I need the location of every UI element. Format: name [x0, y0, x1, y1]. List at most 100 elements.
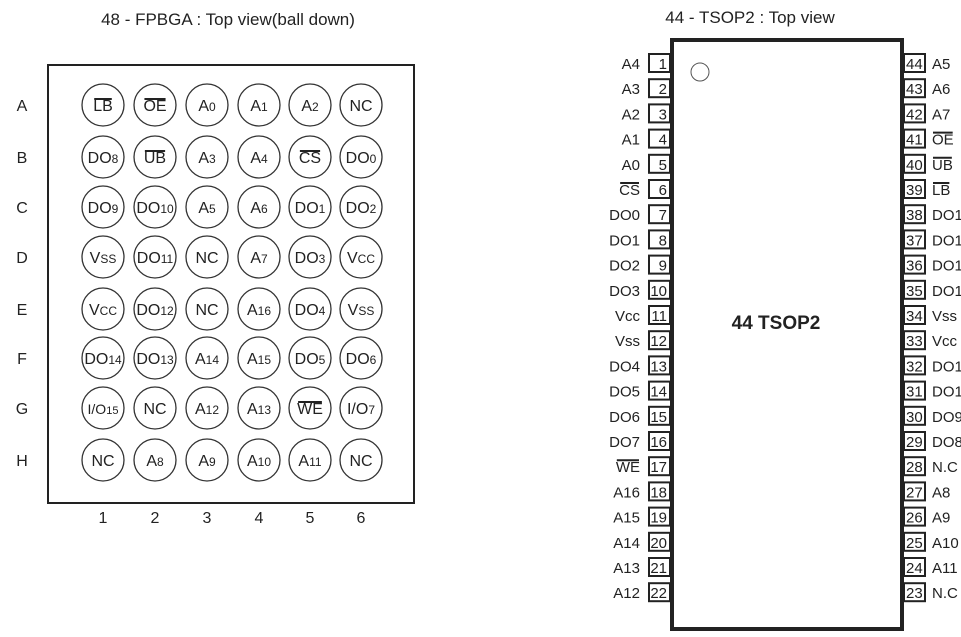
ball-label-main: NC — [195, 302, 218, 319]
ball-D6: VCC — [339, 235, 383, 279]
pin-number: 40 — [906, 157, 923, 174]
pin-34: 34 Vss — [903, 305, 957, 325]
ball-C2: DO10 — [133, 185, 177, 229]
ball-label-subscript: CC — [358, 252, 376, 266]
ball-label-subscript: 16 — [258, 304, 272, 318]
ball-A5: A2 — [288, 83, 332, 127]
pin-box — [648, 582, 671, 603]
ball-label-subscript: 12 — [160, 304, 174, 318]
ball-label-main: A — [195, 351, 206, 368]
pin-number: 2 — [659, 81, 667, 98]
ball-label-main: A — [298, 453, 309, 470]
pin-number: 11 — [651, 308, 667, 325]
ball-circle — [185, 185, 229, 229]
ball-label-main: A — [146, 453, 157, 470]
pin-number: 33 — [906, 333, 923, 350]
pin-23: 23 N.C — [903, 582, 958, 603]
ball-label-subscript: 4 — [319, 304, 326, 318]
pin-number: 21 — [650, 560, 667, 577]
pin-label: A6 — [932, 81, 950, 98]
row-label: G — [16, 401, 28, 418]
ball-label-main: DO — [346, 351, 370, 368]
ball-F4: A15 — [237, 336, 281, 380]
pin-label: DO7 — [609, 434, 640, 451]
ball-C4: A6 — [237, 185, 281, 229]
pin-box — [648, 153, 671, 174]
ball-label-main: V — [90, 250, 101, 267]
pin-40: 40 UB — [903, 153, 953, 174]
ball-B5: CS — [288, 135, 332, 179]
ball-D1: VSS — [81, 235, 125, 279]
pin-label: Vss — [932, 308, 957, 325]
tsop2-package-body — [670, 38, 904, 631]
pin-32: 32 DO11 — [903, 355, 961, 376]
column-label: 4 — [255, 510, 264, 527]
ball-label-main: NC — [195, 250, 218, 267]
pin-27: 27 A8 — [903, 481, 950, 502]
pin-5: 5 A0 — [622, 153, 671, 174]
pin-box — [648, 431, 671, 451]
ball-label-main: I/O — [347, 401, 368, 418]
ball-label-subscript: 2 — [370, 202, 377, 216]
ball-circle — [185, 235, 229, 279]
pin-label: DO9 — [932, 409, 961, 426]
pin-number: 38 — [906, 207, 923, 224]
pin-number: 24 — [906, 560, 923, 577]
ball-label: A13 — [247, 401, 271, 418]
ball-label-main: DO — [295, 200, 319, 217]
ball-circle — [339, 438, 383, 482]
fpbga-package-outline — [47, 64, 415, 504]
ball-label-main: A — [195, 401, 206, 418]
pin-25: 25 A10 — [903, 531, 959, 552]
ball-label-main: A — [198, 200, 209, 217]
fpbga-diagram: 48 - FPBGA : Top view(ball down) A B C D E F G… — [16, 10, 415, 527]
ball-circle — [81, 386, 125, 430]
pin-number: 15 — [650, 409, 667, 426]
ball-G5: WE — [288, 386, 332, 430]
ball-label: NC — [195, 302, 218, 319]
pin-label: A8 — [932, 484, 950, 501]
ball-label-main: NC — [143, 401, 166, 418]
ball-label: NC — [195, 250, 218, 267]
ball-label-main: V — [348, 302, 359, 319]
column-label: 5 — [306, 510, 315, 527]
tsop2-diagram: 44 - TSOP2 : Top view 44 TSOP2 1 A4 2 A3 3 A2… — [609, 8, 961, 631]
ball-label-main: OE — [143, 98, 166, 115]
pin-label: DO6 — [609, 409, 640, 426]
ball-D4: A7 — [237, 235, 281, 279]
pin-number: 5 — [659, 157, 667, 174]
ball-label-main: UB — [144, 150, 166, 167]
pin-label: A10 — [932, 535, 959, 552]
pin-number: 25 — [906, 535, 923, 552]
pin-box — [903, 229, 926, 250]
ball-label-main: NC — [91, 453, 114, 470]
ball-label: VCC — [347, 250, 375, 267]
ball-label-subscript: 0 — [209, 100, 216, 114]
pin-box — [648, 229, 671, 250]
ball-label-main: DO — [84, 351, 108, 368]
pin-number: 9 — [659, 258, 667, 275]
ball-H2: A8 — [133, 438, 177, 482]
ball-circle — [133, 386, 177, 430]
ball-label-main: WE — [297, 401, 323, 418]
pin-37: 37 DO14 — [903, 229, 961, 250]
ball-label-subscript: 6 — [370, 353, 377, 367]
pin-number: 28 — [906, 459, 923, 476]
pin-box — [903, 254, 926, 275]
ball-B2: UB — [133, 135, 177, 179]
pin-10: 10 DO3 — [609, 279, 671, 300]
ball-G3: A12 — [185, 386, 229, 430]
pin-number: 20 — [650, 535, 667, 552]
pin-number: 43 — [906, 81, 923, 98]
pin-box — [903, 405, 926, 426]
ball-label: I/O7 — [347, 401, 375, 418]
ball-circle — [81, 185, 125, 229]
ball-label-subscript: 11 — [309, 455, 322, 469]
ball-circle — [237, 438, 281, 482]
pin-label: A1 — [622, 132, 640, 149]
ball-F2: DO13 — [133, 336, 177, 380]
ball-label-main: DO — [295, 250, 319, 267]
ball-label-subscript: 12 — [206, 403, 220, 417]
pin-box — [903, 531, 926, 552]
pin-box — [903, 128, 926, 149]
